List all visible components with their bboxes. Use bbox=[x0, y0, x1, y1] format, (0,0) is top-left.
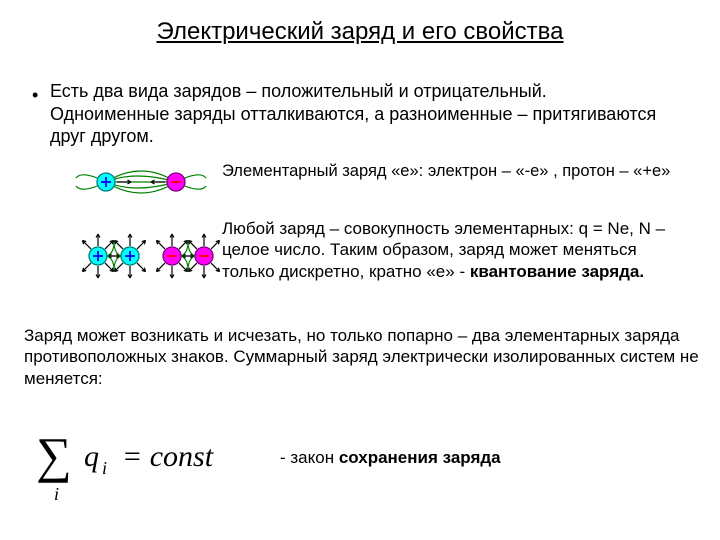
para3-bold: квантование заряда. bbox=[470, 262, 644, 281]
law-bold: сохранения заряда bbox=[339, 448, 501, 467]
law-label: - закон сохранения заряда bbox=[280, 448, 501, 468]
svg-text:q: q bbox=[84, 440, 99, 473]
bullet-1-text: Есть два вида зарядов – положительный и … bbox=[50, 81, 656, 146]
charge-diagram bbox=[72, 158, 222, 296]
svg-text:i: i bbox=[54, 484, 59, 504]
slide: Электрический заряд и его свойства • Ест… bbox=[0, 0, 720, 540]
paragraph-conservation: Заряд может возникать и исчезать, но тол… bbox=[24, 325, 720, 389]
law-prefix: - закон bbox=[280, 448, 339, 467]
conservation-formula: ∑iqi= const bbox=[30, 410, 250, 505]
svg-text:= const: = const bbox=[122, 440, 214, 473]
bullet-1: • Есть два вида зарядов – положительный … bbox=[50, 80, 670, 148]
svg-text:∑: ∑ bbox=[36, 427, 72, 483]
svg-text:i: i bbox=[102, 458, 107, 478]
slide-title: Электрический заряд и его свойства bbox=[0, 0, 720, 46]
paragraph-quantization: Любой заряд – совокупность элементарных:… bbox=[222, 218, 692, 282]
bullet-dot: • bbox=[32, 84, 38, 107]
formula-row: ∑iqi= const - закон сохранения заряда bbox=[30, 410, 690, 505]
paragraph-elementary: Элементарный заряд «e»: электрон – «-e» … bbox=[222, 162, 717, 181]
